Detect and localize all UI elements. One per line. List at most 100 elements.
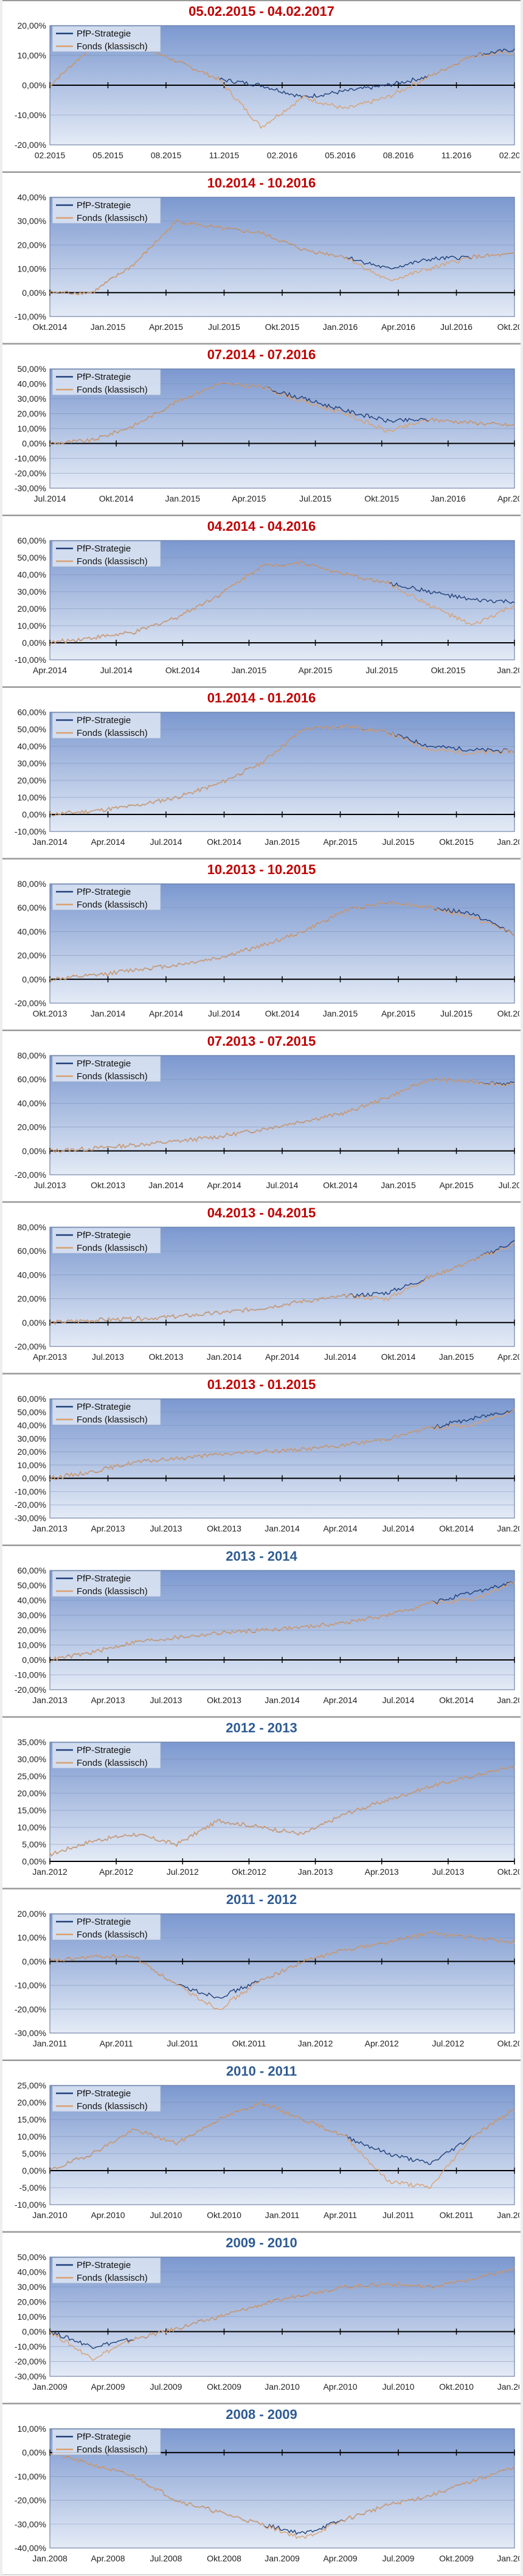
x-tick-label: Jul.2011 [167,2039,198,2048]
x-tick-label: Jan.2015 [497,1524,519,1533]
legend-entry: PfP-Strategie [77,200,131,211]
x-tick-label: Jan.2013 [32,1524,68,1533]
chart-title: 2012 - 2013 [226,1720,297,1735]
legend-entry: Fonds (klassisch) [77,1930,148,1940]
y-tick-label: 50,00% [18,2253,46,2262]
x-tick-label: Okt.2014 [33,322,68,332]
chart-title: 04.2014 - 04.2016 [207,519,316,534]
x-tick-label: 02.2016 [267,150,298,160]
x-tick-label: Okt.2013 [91,1180,125,1190]
x-tick-label: Jul.2015 [499,1180,519,1190]
chart-title: 04.2013 - 04.2015 [207,1205,316,1220]
y-tick-label: 0,00% [22,2166,46,2175]
x-tick-label: Okt.2015 [439,837,474,847]
line-chart: -20,00% 0,00% 20,00% 40,00% 60,00% 80,00% Apr.… [15,1223,519,1362]
legend-entry: PfP-Strategie [77,2260,131,2270]
chart-title: 10.2013 - 10.2015 [207,862,316,877]
legend-entry: Fonds (klassisch) [77,1071,148,1082]
x-tick-label: Jul.2012 [167,1867,199,1877]
x-tick-label: Okt.2011 [440,2210,474,2220]
y-tick-label: 15,00% [18,1805,46,1815]
x-tick-label: Okt.2012 [497,2039,519,2048]
x-tick-label: Jul.2013 [150,1695,182,1705]
x-tick-label: Okt.2013 [207,1695,241,1705]
y-tick-label: -20,00% [15,998,46,1008]
legend: PfP-Strategie Fonds (klassisch) [52,369,161,396]
y-tick-label: 0,00% [22,1857,46,1866]
x-tick-label: Apr.2012 [365,2039,399,2048]
x-tick-label: Jan.2011 [33,2039,68,2048]
x-tick-label: Apr.2011 [324,2210,357,2220]
y-tick-label: -10,00% [15,312,46,321]
legend-entry: Fonds (klassisch) [77,1586,148,1597]
x-tick-label: Apr.2009 [323,2553,357,2563]
y-tick-label: 60,00% [18,1567,46,1575]
x-tick-label: Okt.2009 [439,2553,474,2563]
x-tick-label: Jul.2014 [150,837,182,847]
x-tick-label: 08.2016 [383,150,414,160]
legend: PfP-Strategie Fonds (klassisch) [52,1742,161,1769]
y-tick-label: 60,00% [18,1074,46,1084]
x-tick-label: Okt.2013 [497,1867,519,1877]
legend-box [52,1227,161,1254]
x-tick-label: Jul.2013 [432,1867,464,1877]
x-tick-label: Jul.2016 [440,322,473,332]
y-tick-label: -30,00% [15,2028,46,2038]
x-tick-label: Okt.2014 [323,1180,358,1190]
y-tick-label: 5,00% [22,2149,46,2158]
legend-entry: PfP-Strategie [77,2088,131,2099]
x-tick-label: Okt.2014 [439,1695,474,1705]
x-tick-label: Apr.2015 [299,665,333,675]
y-tick-label: 60,00% [18,537,46,545]
chart-panel: 2013 - 2014 -20,00% -10,00% 0,00% 10,00% 20,0… [2,1545,521,1717]
y-tick-label: 60,00% [18,1246,46,1256]
x-tick-label: Okt.2013 [207,1524,241,1533]
x-tick-label: Apr.2015 [149,322,183,332]
chart-panel: 10.2013 - 10.2015 -20,00% 0,00% 20,00% 40,00… [2,858,521,1030]
x-tick-label: Jul.2010 [383,2382,415,2392]
x-tick-label: Jan.2014 [207,1352,242,1362]
legend: PfP-Strategie Fonds (klassisch) [52,1399,161,1426]
y-tick-label: 25,00% [18,1771,46,1781]
legend-box [52,26,161,52]
y-tick-label: 30,00% [18,1611,46,1620]
x-tick-label: 05.2016 [325,150,356,160]
x-tick-label: Okt.2014 [439,1524,474,1533]
legend-entry: PfP-Strategie [77,1059,131,1069]
legend: PfP-Strategie Fonds (klassisch) [52,1914,161,1941]
y-tick-label: 60,00% [18,903,46,912]
y-tick-label: 10,00% [18,424,46,433]
x-tick-label: Okt.2014 [265,1009,300,1018]
x-tick-label: Jul.2010 [150,2210,182,2220]
legend-entry: Fonds (klassisch) [77,900,148,910]
y-tick-label: 10,00% [18,1822,46,1832]
y-tick-label: 80,00% [18,1052,46,1060]
chart-panel: 07.2013 - 07.2015 -20,00% 0,00% 20,00% 40,00… [2,1030,521,1202]
chart-title: 2010 - 2011 [226,2063,297,2079]
x-tick-label: Jul.2012 [432,2039,464,2048]
x-tick-label: Apr.2010 [91,2210,125,2220]
x-tick-label: Okt.2015 [265,322,300,332]
x-tick-label: Jan.2012 [32,1867,68,1877]
y-tick-label: -10,00% [15,1670,46,1680]
legend-entry: PfP-Strategie [77,372,131,382]
y-tick-label: 0,00% [22,288,46,298]
y-tick-label: 10,00% [18,621,46,631]
y-tick-label: -40,00% [15,2543,46,2553]
x-tick-label: Jan.2015 [165,494,200,503]
line-chart: -30,00% -20,00% -10,00% 0,00% 10,00% 20,00% 30… [15,365,519,503]
chart-panel: 2011 - 2012 -30,00% -20,00% -10,00% 0,00% 10,… [2,1888,521,2060]
chart-title: 05.02.2015 - 04.02.2017 [189,4,334,19]
x-tick-label: Jul.2013 [150,1524,182,1533]
x-tick-label: Okt.2012 [232,1867,266,1877]
legend: PfP-Strategie Fonds (klassisch) [52,884,161,911]
x-tick-label: Jul.2011 [383,2210,414,2220]
x-tick-label: Jan.2014 [148,1180,184,1190]
x-tick-label: Jul.2014 [383,1524,415,1533]
legend-entry: Fonds (klassisch) [77,728,148,738]
series-line-fonds-klassisch [49,1581,515,1662]
x-tick-label: Okt.2015 [497,1009,519,1018]
y-tick-label: 10,00% [18,51,46,60]
line-chart: 0,00% 5,00% 10,00% 15,00% 20,00% 25,00% 30,00%… [18,1738,519,1877]
y-tick-label: 20,00% [18,409,46,419]
